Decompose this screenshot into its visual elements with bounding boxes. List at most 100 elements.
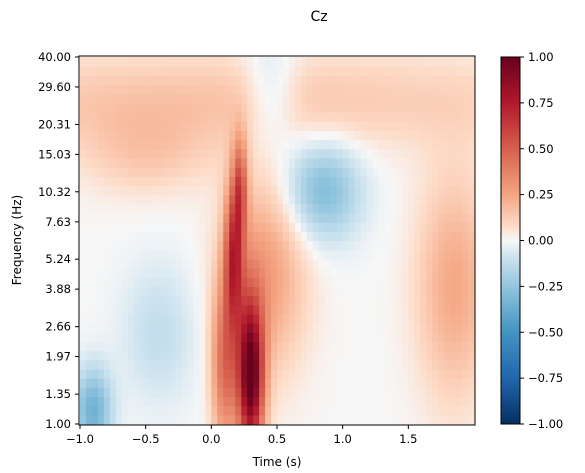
heatmap-cell bbox=[330, 286, 338, 297]
heatmap-cell bbox=[127, 368, 135, 379]
heatmap-cell bbox=[265, 396, 272, 407]
heatmap-cell bbox=[420, 167, 427, 177]
heatmap-cell bbox=[247, 231, 254, 242]
heatmap-cell bbox=[259, 130, 266, 141]
heatmap-cell bbox=[300, 84, 308, 95]
heatmap-cell bbox=[288, 176, 296, 187]
heatmap-cell bbox=[127, 350, 135, 361]
heatmap-cell bbox=[139, 268, 147, 278]
heatmap-cell bbox=[390, 148, 397, 159]
heatmap-cell bbox=[121, 258, 129, 269]
heatmap-cell bbox=[456, 102, 463, 113]
heatmap-cell bbox=[420, 231, 427, 242]
heatmap-cell bbox=[169, 102, 177, 113]
heatmap-cell bbox=[300, 231, 308, 242]
heatmap-cell bbox=[217, 102, 224, 113]
heatmap-cell bbox=[354, 350, 362, 361]
heatmap-cell bbox=[151, 286, 159, 297]
heatmap-cell bbox=[169, 405, 177, 416]
heatmap-cell bbox=[109, 167, 117, 177]
heatmap-cell bbox=[229, 268, 236, 278]
heatmap-cell bbox=[121, 387, 129, 398]
heatmap-cell bbox=[324, 130, 332, 141]
heatmap-cell bbox=[462, 75, 469, 86]
heatmap-cell bbox=[229, 249, 236, 260]
heatmap-cell bbox=[318, 121, 326, 131]
heatmap-cell bbox=[247, 176, 254, 187]
heatmap-cell bbox=[384, 350, 392, 361]
heatmap-cell bbox=[348, 93, 356, 104]
heatmap-cell bbox=[199, 341, 206, 352]
heatmap-cell bbox=[80, 148, 87, 159]
heatmap-cell bbox=[103, 350, 111, 361]
heatmap-cell bbox=[109, 286, 117, 297]
heatmap-cell bbox=[438, 167, 445, 177]
heatmap-cell bbox=[420, 176, 427, 187]
heatmap-cell bbox=[462, 148, 469, 159]
heatmap-cell bbox=[306, 405, 314, 416]
heatmap-cell bbox=[277, 249, 284, 260]
heatmap-cell bbox=[468, 268, 475, 278]
heatmap-cell bbox=[223, 66, 230, 76]
heatmap-cell bbox=[396, 139, 403, 150]
heatmap-cell bbox=[163, 222, 171, 232]
heatmap-cell bbox=[121, 130, 129, 141]
heatmap-cell bbox=[265, 157, 272, 168]
colorbar-tick-label: −0.75 bbox=[528, 371, 563, 385]
heatmap-cell bbox=[103, 222, 111, 232]
heatmap-cell bbox=[318, 387, 326, 398]
heatmap-cell bbox=[456, 286, 463, 297]
heatmap-cell bbox=[468, 157, 475, 168]
heatmap-cell bbox=[235, 268, 242, 278]
heatmap-cells bbox=[80, 57, 475, 425]
heatmap-cell bbox=[259, 396, 266, 407]
heatmap-cell bbox=[277, 203, 284, 214]
heatmap-cell bbox=[80, 350, 87, 361]
heatmap-cell bbox=[396, 66, 403, 76]
heatmap-cell bbox=[229, 387, 236, 398]
heatmap-cell bbox=[294, 139, 302, 150]
heatmap-cell bbox=[241, 249, 248, 260]
heatmap-cell bbox=[277, 84, 284, 95]
heatmap-cell bbox=[402, 231, 409, 242]
heatmap-cell bbox=[253, 194, 260, 205]
heatmap-cell bbox=[372, 258, 380, 269]
heatmap-cell bbox=[318, 405, 326, 416]
heatmap-cell bbox=[127, 240, 135, 251]
heatmap-cell bbox=[306, 258, 314, 269]
heatmap-cell bbox=[271, 121, 278, 131]
heatmap-cell bbox=[235, 212, 242, 223]
heatmap-cell bbox=[288, 304, 296, 315]
heatmap-cell bbox=[282, 378, 290, 388]
heatmap-cell bbox=[366, 57, 374, 67]
heatmap-cell bbox=[205, 102, 212, 113]
heatmap-cell bbox=[390, 102, 397, 113]
heatmap-cell bbox=[205, 350, 212, 361]
heatmap-cell bbox=[420, 93, 427, 104]
heatmap-cell bbox=[408, 368, 415, 379]
heatmap-cell bbox=[187, 350, 195, 361]
heatmap-cell bbox=[408, 112, 415, 122]
heatmap-cell bbox=[265, 102, 272, 113]
heatmap-cell bbox=[199, 185, 206, 196]
heatmap-cell bbox=[157, 121, 165, 131]
heatmap-cell bbox=[175, 75, 183, 86]
heatmap-cell bbox=[450, 268, 457, 278]
heatmap-cell bbox=[426, 258, 433, 269]
heatmap-cell bbox=[450, 66, 457, 76]
heatmap-cell bbox=[175, 57, 183, 67]
heatmap-cell bbox=[378, 368, 386, 379]
heatmap-cell bbox=[426, 304, 433, 315]
heatmap-cell bbox=[384, 112, 392, 122]
heatmap-cell bbox=[223, 414, 230, 425]
heatmap-cell bbox=[127, 249, 135, 260]
heatmap-cell bbox=[133, 304, 141, 315]
heatmap-cell bbox=[199, 139, 206, 150]
heatmap-cell bbox=[402, 368, 409, 379]
heatmap-cell bbox=[139, 102, 147, 113]
heatmap-cell bbox=[91, 387, 99, 398]
heatmap-cell bbox=[193, 57, 200, 67]
heatmap-cell bbox=[139, 258, 147, 269]
heatmap-cell bbox=[468, 258, 475, 269]
heatmap-cell bbox=[121, 93, 129, 104]
